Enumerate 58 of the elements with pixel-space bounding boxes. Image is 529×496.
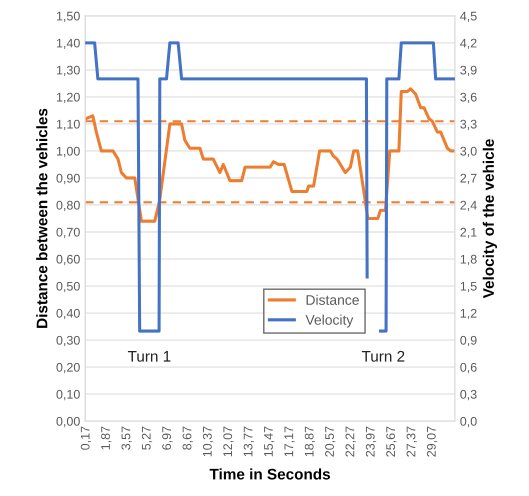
x-tick-label: 29,07 [426, 426, 438, 457]
x-axis-title: Time in Seconds [210, 468, 330, 480]
y2-tick-label: 0,9 [460, 336, 477, 346]
y-tick-label: 0,70 [56, 228, 80, 238]
x-tick-label: 22,27 [345, 426, 356, 457]
y2-tick-label: 3,0 [460, 146, 477, 158]
annotation: Turn 2 [362, 350, 404, 362]
y2-tick-label: 2,1 [460, 228, 477, 238]
y-tick-label: 1,00 [56, 146, 80, 158]
y2-tick-label: 0,0 [460, 416, 477, 428]
y-tick-label: 0,10 [56, 390, 80, 400]
y2-tick-label: 3,3 [460, 120, 477, 130]
x-tick-label: 15,47 [264, 426, 274, 456]
line-series [85, 87, 455, 223]
y-tick-label: 0,80 [56, 200, 80, 212]
x-tick-label: 23,97 [366, 426, 376, 457]
x-tick-label: 10,37 [202, 426, 214, 456]
x-tick-label: 27,37 [406, 426, 417, 457]
x-tick-label: 8,67 [182, 426, 193, 450]
y2-tick-label: 4,5 [460, 12, 477, 22]
y2-axis-title: Velocity of the vehicle [482, 139, 497, 298]
y2-tick-label: 0,6 [460, 362, 477, 374]
y-tick-label: 1,30 [56, 66, 80, 76]
x-tick-label: 13,77 [244, 426, 254, 456]
y-tick-label: 0,40 [56, 308, 80, 320]
x-tick-label: 20,57 [325, 426, 336, 457]
x-tick-label: 0,17 [80, 426, 92, 450]
y2-tick-label: 2,7 [460, 174, 477, 184]
y2-tick-label: 0,3 [460, 390, 477, 400]
y2-tick-label: 3,6 [460, 92, 477, 104]
x-tick-label: 1,87 [101, 426, 112, 450]
x-tick-label: 6,97 [162, 426, 173, 450]
y-axis-title: Distance between the vehicles [36, 108, 48, 328]
x-tick-label: 12,07 [223, 426, 234, 456]
x-tick-label: 3,57 [121, 426, 132, 450]
y-tick-label: 0,50 [56, 282, 80, 292]
y-tick-label: 1,50 [56, 12, 80, 22]
y2-tick-label: 1,8 [460, 254, 477, 266]
y-tick-label: 0,60 [56, 254, 80, 266]
annotation: Turn 1 [128, 351, 170, 362]
y2-tick-label: 3,9 [460, 66, 477, 76]
legend-label: Velocity [306, 314, 354, 328]
y-tick-label: 1,10 [56, 120, 80, 130]
legend-label: Distance [306, 294, 359, 305]
x-tick-label: 5,27 [142, 426, 152, 450]
y-tick-label: 1,40 [56, 38, 80, 50]
y2-tick-label: 4,2 [460, 38, 477, 50]
y2-tick-label: 2,4 [460, 200, 477, 212]
y-tick-label: 0,90 [56, 174, 80, 184]
x-tick-label: 18,87 [304, 426, 316, 456]
x-tick-label: 25,67 [386, 426, 397, 457]
y2-tick-label: 1,2 [460, 308, 477, 320]
y-tick-label: 1,20 [56, 92, 80, 104]
y2-tick-label: 1,5 [460, 282, 477, 292]
y-tick-label: 0,20 [56, 362, 80, 374]
y-tick-label: 0,00 [56, 416, 80, 428]
x-tick-label: 17,17 [284, 426, 295, 456]
y-tick-label: 0,30 [56, 336, 80, 346]
